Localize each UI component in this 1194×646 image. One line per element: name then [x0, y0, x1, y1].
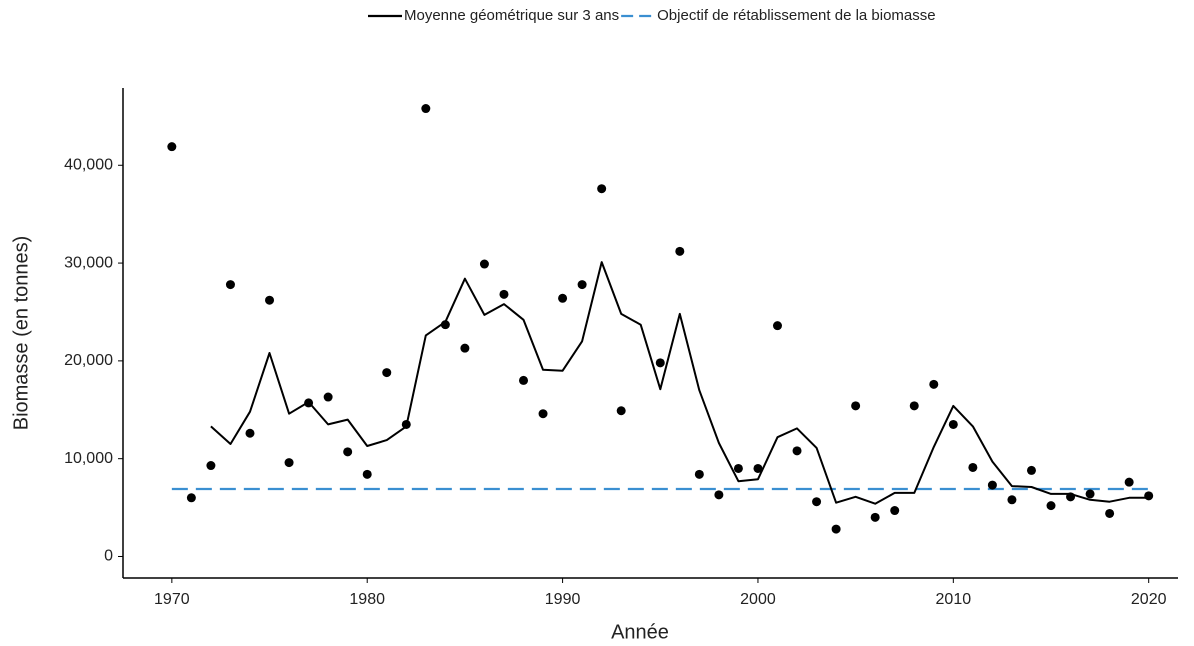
data-point	[1105, 508, 1115, 518]
data-point	[1124, 477, 1134, 487]
y-tick-label: 10,000	[64, 450, 113, 467]
x-tick-label: 1970	[154, 591, 190, 608]
data-point	[343, 447, 353, 457]
data-point	[909, 401, 919, 411]
data-point	[167, 142, 177, 152]
data-point	[538, 409, 548, 419]
data-point	[499, 289, 509, 299]
data-point	[245, 428, 255, 438]
data-point	[694, 469, 704, 479]
data-point	[987, 480, 997, 490]
data-point	[597, 184, 607, 194]
data-point	[870, 512, 880, 522]
x-tick-label: 2010	[936, 591, 972, 608]
data-point	[851, 401, 861, 411]
data-point	[733, 463, 743, 473]
data-point	[421, 104, 431, 114]
data-point	[265, 295, 275, 305]
data-point	[558, 293, 568, 303]
x-tick-label: 2000	[740, 591, 776, 608]
data-point	[186, 493, 196, 503]
legend-label: Moyenne géométrique sur 3 ans	[404, 7, 619, 24]
data-point	[284, 458, 294, 468]
data-point	[362, 469, 372, 479]
data-point	[831, 524, 841, 534]
data-point	[382, 368, 392, 378]
mean-line	[210, 261, 1149, 505]
data-point	[753, 463, 763, 473]
data-point	[479, 259, 489, 269]
data-point	[323, 392, 333, 402]
data-point	[1046, 501, 1056, 511]
data-point	[890, 506, 900, 516]
data-point	[1144, 491, 1154, 501]
data-point	[616, 406, 626, 416]
data-point	[655, 358, 665, 368]
data-point	[929, 379, 939, 389]
y-tick-label: 0	[104, 548, 113, 565]
x-tick-label: 1980	[349, 591, 385, 608]
data-point	[714, 490, 724, 500]
data-point	[675, 246, 685, 256]
data-point	[772, 321, 782, 331]
data-point	[1026, 465, 1036, 475]
x-tick-label: 1990	[545, 591, 581, 608]
data-point	[968, 462, 978, 472]
data-point	[577, 280, 587, 290]
data-point	[792, 446, 802, 456]
y-tick-label: 40,000	[64, 156, 113, 173]
x-axis-title: Année	[611, 621, 669, 643]
legend-label: Objectif de rétablissement de la biomass…	[657, 7, 935, 24]
data-point	[460, 343, 470, 353]
data-point	[1007, 495, 1017, 505]
y-tick-label: 20,000	[64, 352, 113, 369]
data-point	[812, 497, 822, 507]
data-point	[519, 375, 529, 385]
data-point	[1085, 489, 1095, 499]
data-point	[206, 461, 216, 471]
y-axis-title: Biomasse (en tonnes)	[10, 236, 32, 431]
data-point	[225, 280, 235, 290]
data-point	[948, 419, 958, 429]
y-tick-label: 30,000	[64, 254, 113, 271]
x-tick-label: 2020	[1131, 591, 1167, 608]
